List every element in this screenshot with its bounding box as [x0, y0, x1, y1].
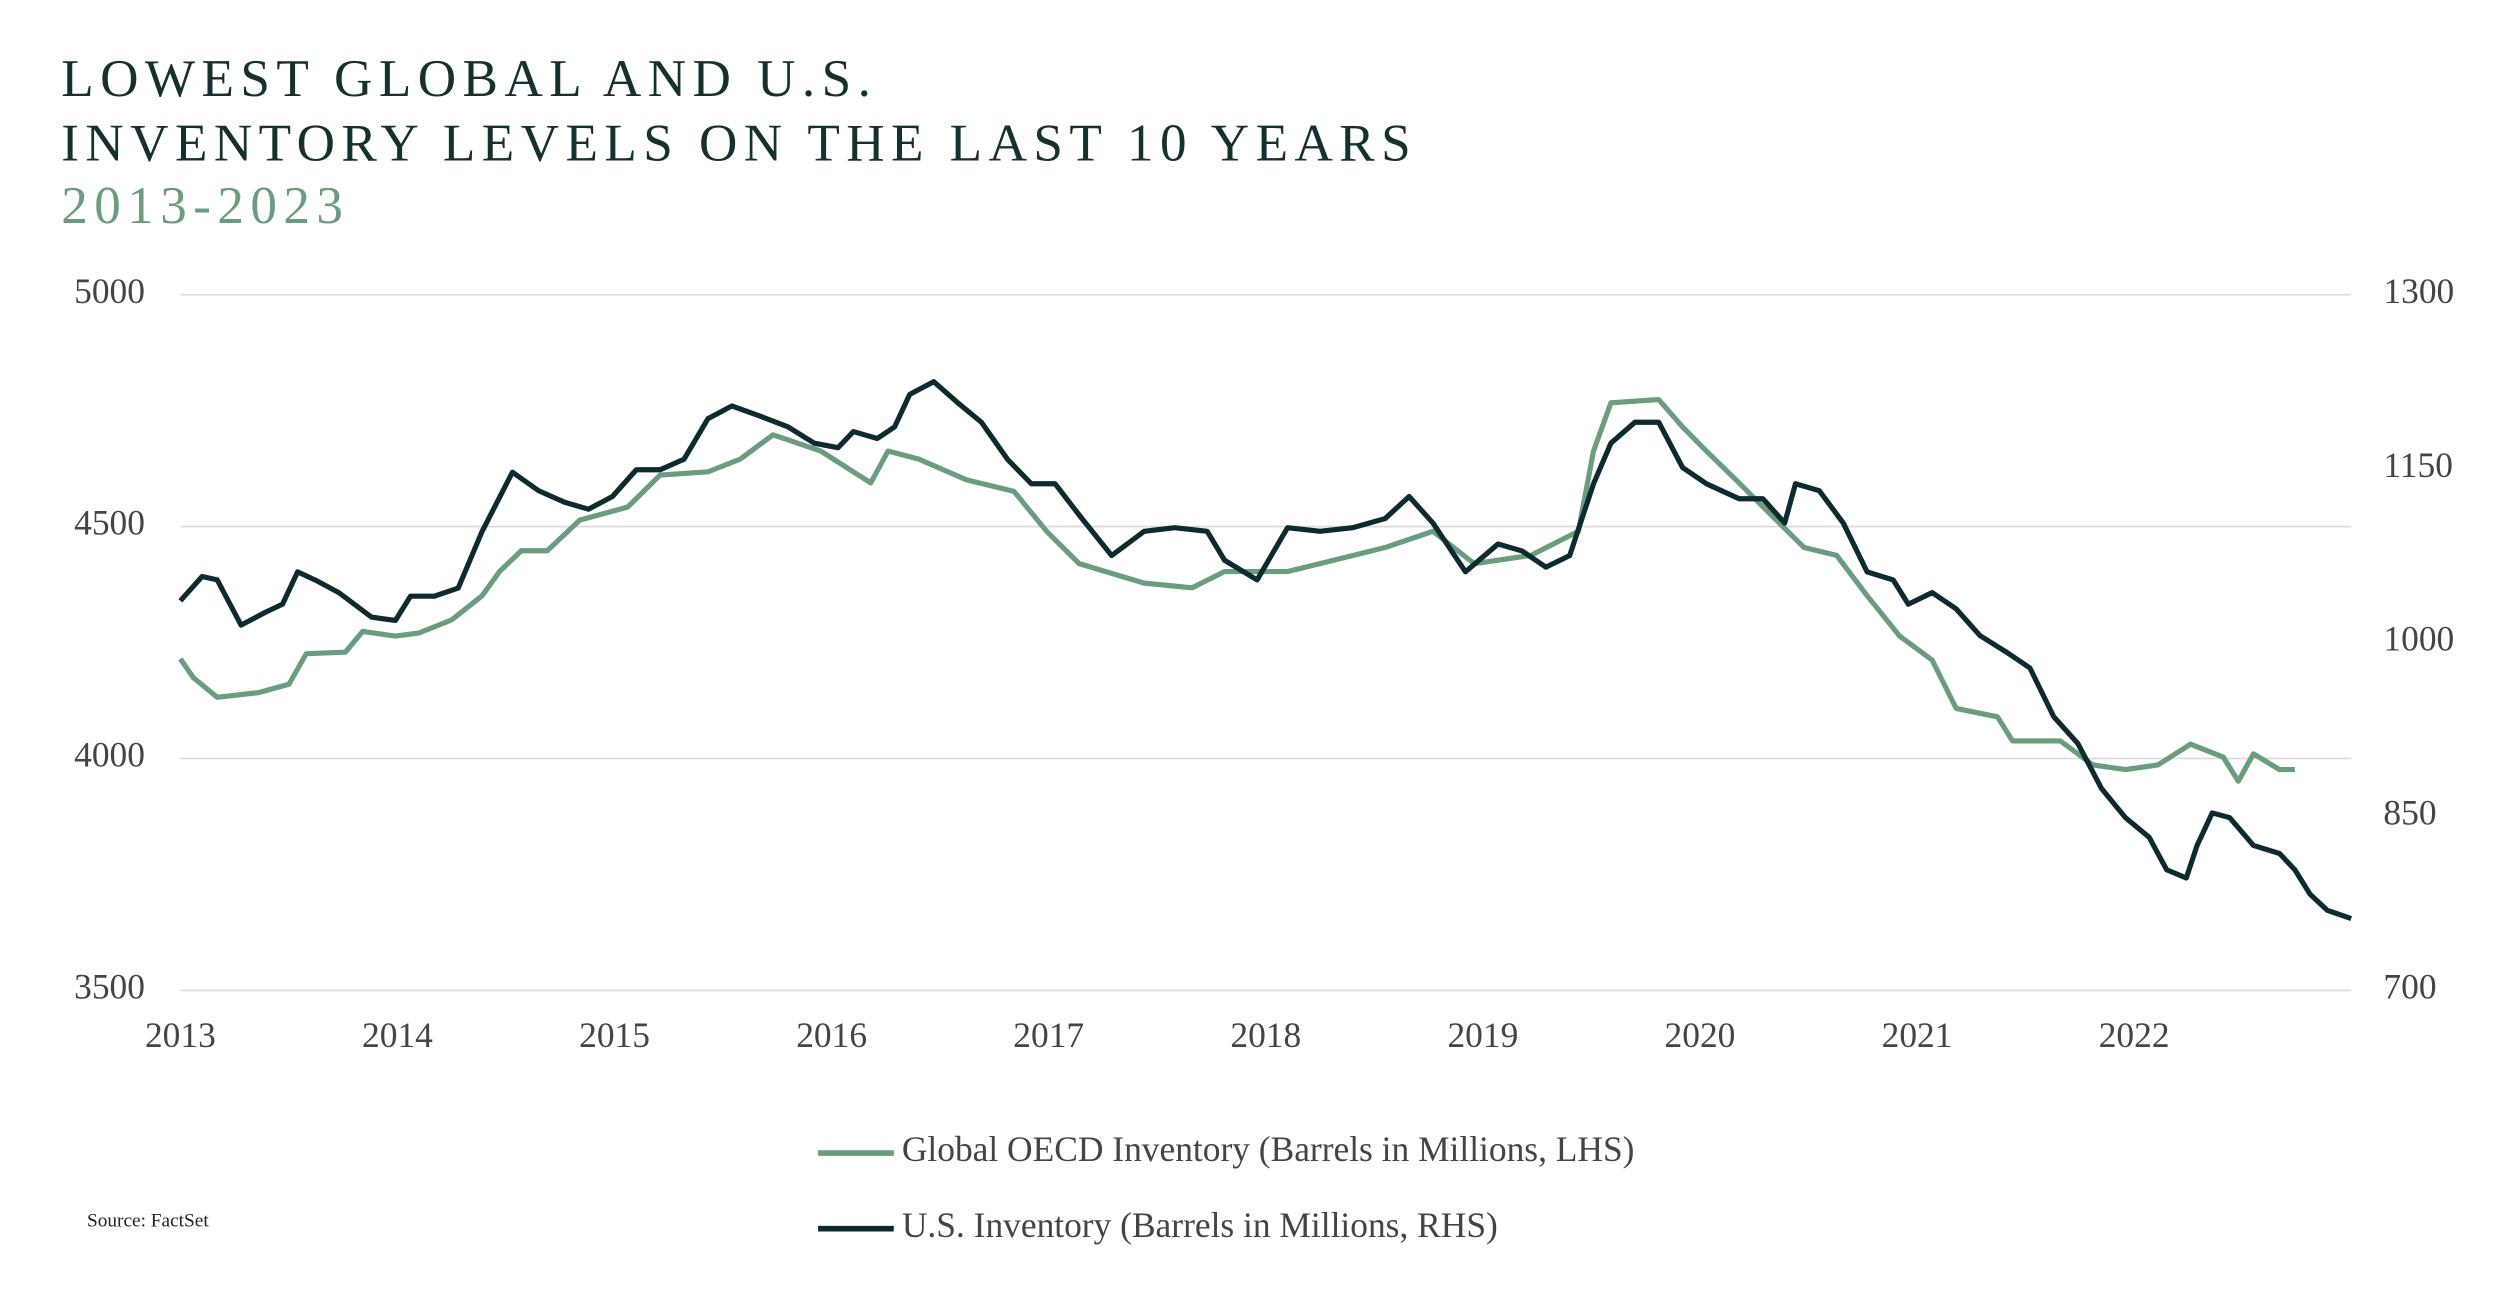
x-tick-label: 2016	[796, 1015, 867, 1055]
legend-label: U.S. Inventory (Barrels in Millions, RHS…	[902, 1205, 1498, 1245]
series-line	[178, 379, 2353, 922]
y2-tick-label: 850	[2383, 793, 2436, 833]
y2-tick-label: 1300	[2383, 271, 2454, 311]
x-tick-label: 2019	[1447, 1015, 1518, 1055]
x-tick-label: 2018	[1230, 1015, 1301, 1055]
x-tick-label: 2013	[145, 1015, 216, 1055]
chart-subtitle: 2013-2023	[61, 177, 349, 235]
series-line	[178, 396, 2295, 784]
y2-tick-label: 1150	[2383, 445, 2453, 485]
legend-label: Global OECD Inventory (Barrels in Millio…	[902, 1129, 1635, 1169]
x-tick-label: 2015	[579, 1015, 650, 1055]
chart-title: LOWEST GLOBAL AND U.S.	[61, 50, 877, 108]
y-tick-label: 4000	[74, 735, 145, 775]
y-tick-label: 3500	[74, 967, 145, 1007]
x-tick-label: 2017	[1013, 1015, 1084, 1055]
source-note: Source: FactSet	[87, 1211, 209, 1232]
x-tick-label: 2022	[2099, 1015, 2170, 1055]
y2-tick-label: 700	[2383, 967, 2436, 1007]
y2-tick-label: 1000	[2383, 619, 2454, 659]
x-tick-label: 2020	[1665, 1015, 1736, 1055]
y-tick-label: 5000	[74, 271, 145, 311]
x-tick-label: 2014	[362, 1015, 433, 1055]
y-tick-label: 4500	[74, 503, 145, 543]
x-tick-label: 2021	[1882, 1015, 1953, 1055]
chart-title: INVENTORY LEVELS ON THE LAST 10 YEARS	[61, 114, 1417, 172]
